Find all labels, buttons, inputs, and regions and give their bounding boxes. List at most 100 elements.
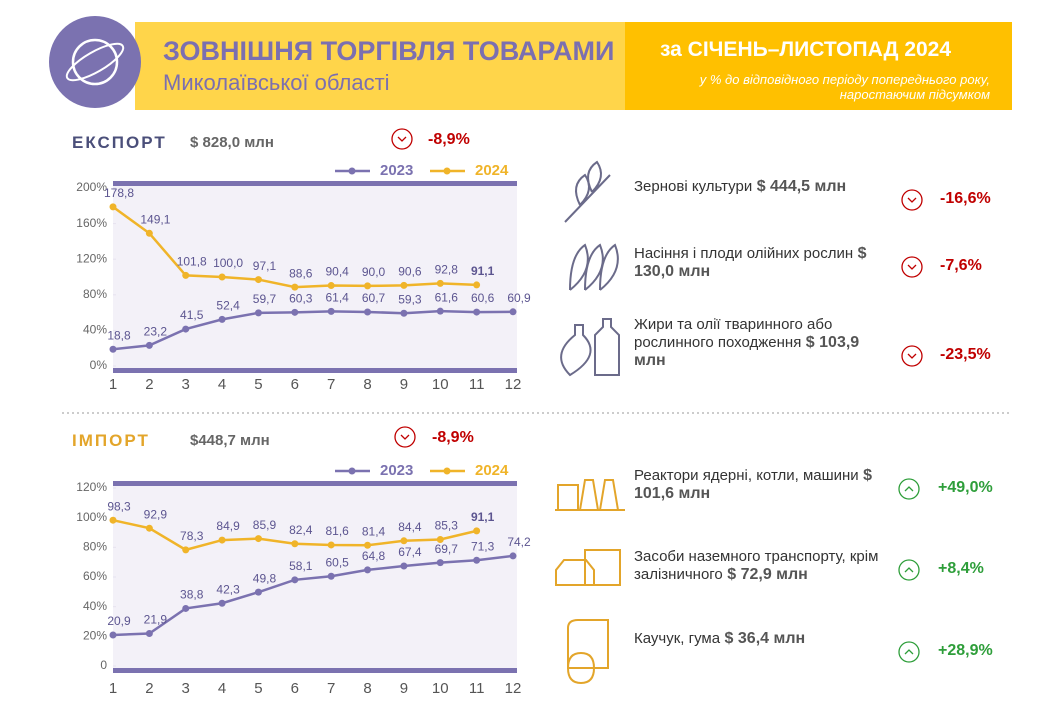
change-chevron [907, 353, 917, 359]
data-point [400, 537, 408, 545]
data-label: 98,3 [107, 499, 131, 513]
x-tick-label: 3 [182, 680, 190, 697]
data-point [473, 556, 481, 564]
item-name: Насіння і плоди олійних рослин [634, 245, 854, 262]
item: Каучук, гума $ 36,4 млн [634, 630, 889, 648]
data-point [436, 279, 444, 287]
data-label: 18,8 [107, 328, 131, 342]
data-point [291, 540, 299, 548]
data-point [291, 576, 299, 584]
y-tick-label: 0% [90, 358, 108, 372]
y-tick-label: 0 [100, 658, 107, 672]
data-point [182, 271, 190, 279]
icon-transport [555, 549, 621, 586]
data-point [291, 283, 299, 291]
data-point [436, 535, 444, 543]
data-label: 71,3 [471, 539, 495, 553]
data-point [218, 536, 226, 544]
plot-bg [113, 181, 517, 368]
y-tick-label: 40% [83, 323, 107, 337]
logo-orbit [65, 42, 125, 82]
data-label: 60,9 [507, 291, 531, 305]
data-point [218, 273, 226, 281]
plot-band-bottom [113, 368, 517, 373]
data-label: 92,9 [144, 507, 168, 521]
y-tick-label: 100% [76, 510, 107, 524]
legend-label: 2023 [380, 462, 413, 479]
data-point [473, 308, 481, 316]
data-label: 60,3 [289, 292, 313, 306]
icon-seeds [569, 243, 619, 291]
y-tick-label: 60% [83, 569, 107, 583]
import-change: -8,9% [432, 429, 474, 446]
icon-rubber [567, 619, 609, 685]
x-tick-label: 5 [254, 680, 262, 697]
item-name: Реактори ядерні, котли, машини [634, 467, 859, 484]
data-label: 90,0 [362, 265, 386, 279]
change-chevron [904, 486, 914, 492]
data-label: 100,0 [213, 256, 243, 270]
data-point [145, 341, 153, 349]
subtitle: Миколаївської області [163, 70, 390, 95]
data-label: 38,8 [180, 588, 204, 602]
legend-marker [443, 467, 451, 475]
x-tick-label: 10 [432, 376, 449, 393]
data-label: 91,1 [471, 264, 495, 278]
data-label: 101,8 [177, 255, 207, 269]
x-tick-label: 7 [327, 680, 335, 697]
data-label: 69,7 [435, 542, 459, 556]
y-tick-label: 160% [76, 216, 107, 230]
y-tick-label: 80% [83, 540, 107, 554]
item-amount: $ 444,5 млн [756, 178, 847, 195]
data-label: 23,2 [144, 325, 168, 339]
icon-oil [560, 318, 620, 377]
x-tick-label: 2 [145, 376, 153, 393]
data-label: 84,4 [398, 520, 422, 534]
x-tick-label: 1 [109, 680, 117, 697]
data-label: 59,3 [398, 292, 422, 306]
x-tick-label: 2 [145, 680, 153, 697]
data-label: 49,8 [253, 571, 277, 585]
x-tick-label: 11 [469, 680, 485, 697]
y-tick-label: 120% [76, 251, 107, 265]
x-tick-label: 5 [254, 376, 262, 393]
data-point [109, 631, 117, 639]
item: Зернові культури $ 444,5 млн [634, 178, 889, 196]
data-label: 90,6 [398, 265, 422, 279]
data-point [182, 604, 190, 612]
plot-bg [113, 481, 517, 668]
item-icons [560, 160, 620, 377]
y-tick-label: 40% [83, 599, 107, 613]
item-name: Каучук, гума [634, 630, 721, 647]
change-chevron [907, 264, 917, 270]
data-label: 92,8 [435, 263, 459, 277]
data-point [400, 281, 408, 289]
data-label: 97,1 [253, 259, 277, 273]
plot-band-top [113, 181, 517, 186]
x-tick-label: 7 [327, 376, 335, 393]
change-icon [901, 345, 923, 367]
data-label: 85,9 [253, 518, 277, 532]
data-label: 81,6 [326, 524, 350, 538]
item-amount: $ 72,9 млн [727, 566, 808, 583]
data-point [509, 308, 517, 316]
item-icons-import [555, 479, 625, 685]
data-point [109, 203, 117, 211]
change-icon [898, 478, 920, 500]
data-point [182, 325, 190, 333]
note-line: наростаючим підсумком [839, 87, 990, 102]
x-tick-label: 8 [363, 376, 371, 393]
item-amount: $ 130,0 млн [634, 245, 867, 280]
change-icon [901, 189, 923, 211]
icon-grain [564, 160, 611, 223]
data-label: 178,8 [104, 186, 134, 200]
change-chevron [907, 197, 917, 203]
series-line [112, 309, 514, 351]
icon-reactor [555, 479, 625, 511]
legend-marker [348, 467, 356, 475]
data-point [254, 588, 262, 596]
legend-label: 2024 [475, 462, 509, 479]
data-label: 67,4 [398, 545, 422, 559]
period: за СІЧЕНЬ–ЛИСТОПАД 2024 [660, 38, 952, 61]
legend-label: 2024 [475, 162, 509, 179]
